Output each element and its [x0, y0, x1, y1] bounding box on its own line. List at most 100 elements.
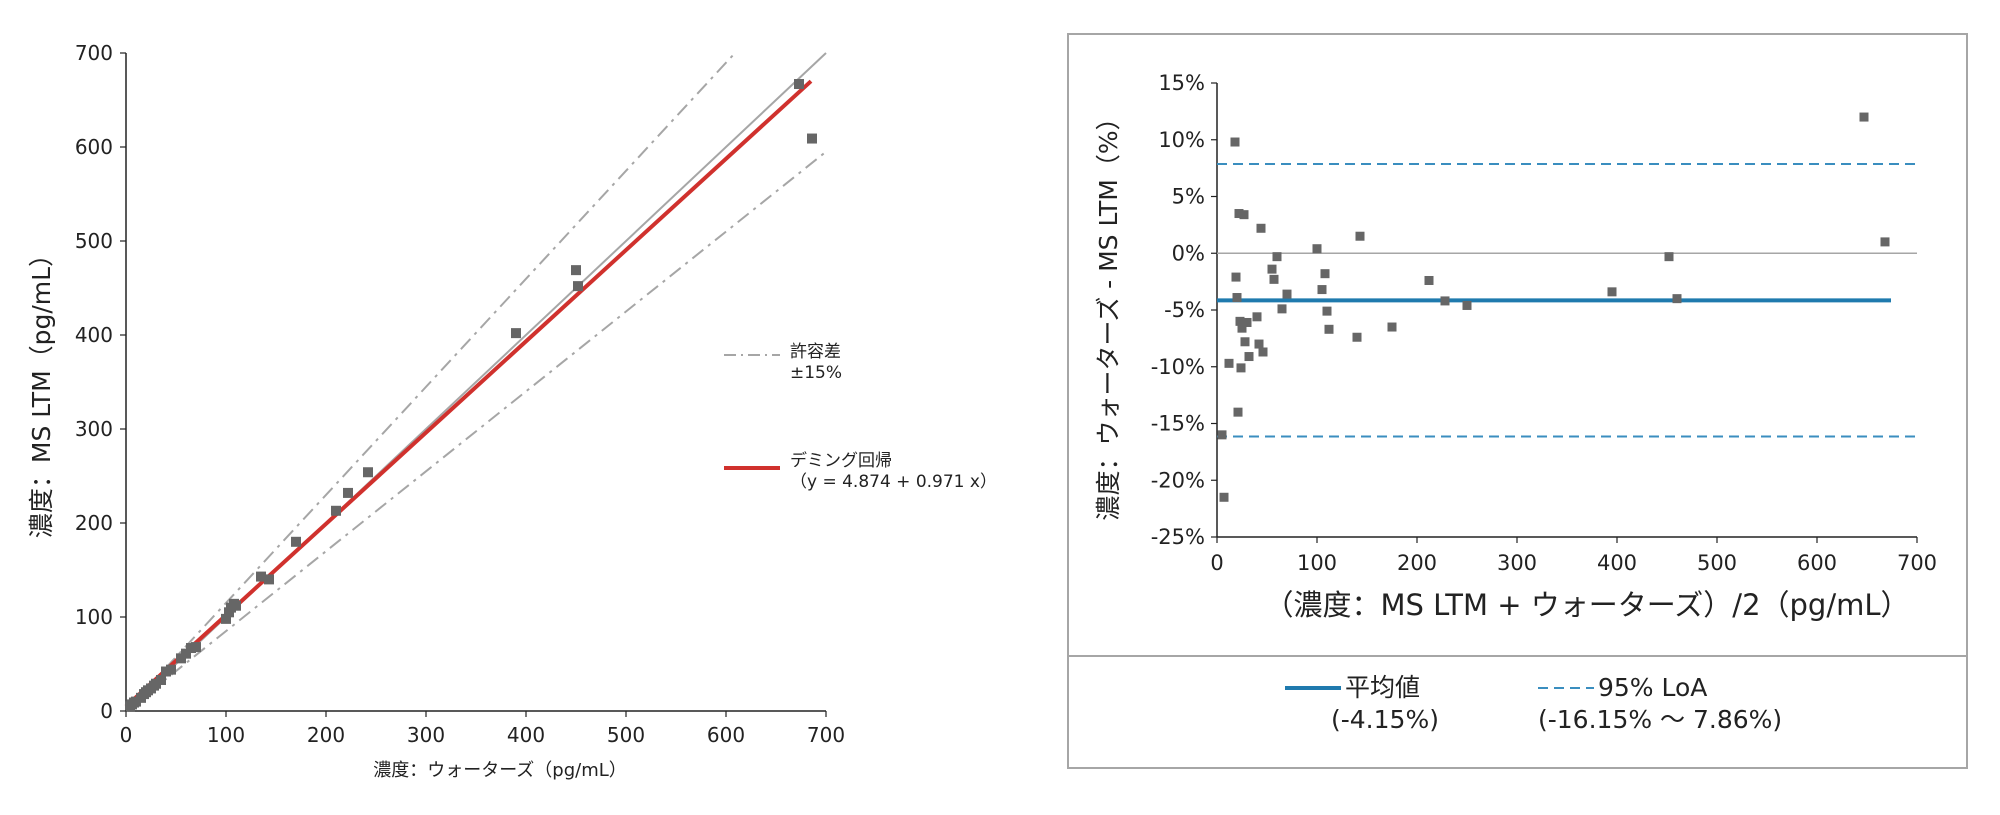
- chart2-legend-loa: 95% LoA (-16.15% 〜 7.86%): [1538, 672, 1782, 736]
- chart1-x-tick-label: 100: [207, 723, 245, 747]
- regression-legend-equation: （y = 4.874 + 0.971 x）: [790, 472, 997, 492]
- chart2-data-point: [1462, 300, 1472, 310]
- chart1-data-point: [231, 600, 241, 611]
- chart1-points: [125, 79, 817, 712]
- chart2-data-point: [1235, 316, 1245, 326]
- chart1-data-point: [343, 487, 353, 498]
- chart2-data-point: [1267, 264, 1277, 274]
- chart2-y-tick-label: -15%: [1151, 412, 1205, 436]
- chart2-points: [1217, 112, 1890, 502]
- chart1-data-point: [363, 467, 373, 478]
- mean-legend-swatch: [1285, 686, 1341, 690]
- chart2-data-point: [1424, 275, 1434, 285]
- chart1-data-point: [166, 664, 176, 675]
- legend-separator: [1069, 655, 1966, 657]
- chart1-ticks: 0 100 200 300 400 500 600 700 0 100 200 300 400 500 60…: [75, 41, 845, 747]
- regression-legend-swatch: [724, 466, 780, 470]
- chart2-data-point: [1664, 252, 1674, 262]
- chart1-data-point: [331, 505, 341, 516]
- chart2-x-tick-label: 200: [1397, 551, 1437, 575]
- tolerance-legend-label: 許容差: [790, 342, 841, 362]
- chart2-y-axis-label: 濃度：ウォーターズ - MS LTM（%）: [1094, 105, 1123, 520]
- chart2-data-point: [1355, 231, 1365, 241]
- chart1-data-point: [511, 328, 521, 339]
- chart2-x-tick-label: 100: [1297, 551, 1337, 575]
- mean-legend-value: (-4.15%): [1331, 705, 1439, 734]
- chart2-y-tick-label: -20%: [1151, 468, 1205, 492]
- loa-legend-label: 95% LoA: [1598, 673, 1708, 702]
- bland-altman-chart: 0 100 200 300 400 500 600 700 -25% -20% -15% -10% -5…: [1094, 71, 1937, 622]
- chart1-x-tick-label: 300: [407, 723, 445, 747]
- chart1-x-tick-label: 400: [507, 723, 545, 747]
- chart2-data-point: [1312, 244, 1322, 254]
- chart1-data-point: [256, 571, 266, 582]
- chart1-x-axis-label: 濃度：ウォーターズ（pg/mL）: [373, 760, 627, 781]
- chart2-y-tick-label: 5%: [1172, 185, 1205, 209]
- chart1-y-axis-label: 濃度：MS LTM（pg/mL）: [27, 242, 56, 538]
- chart2-data-point: [1352, 332, 1362, 342]
- chart1-axes: [125, 53, 826, 712]
- chart2-ticks: 0 100 200 300 400 500 600 700 -25% -20% -15% -10% -5…: [1151, 71, 1937, 575]
- chart2-data-point: [1320, 269, 1330, 279]
- chart2-data-point: [1880, 237, 1890, 247]
- chart2-data-point: [1231, 272, 1241, 282]
- chart1-y-tick-label: 300: [75, 417, 113, 441]
- chart2-lines: [1217, 163, 1917, 438]
- mean-legend-label: 平均値: [1345, 673, 1421, 702]
- chart1-y-tick-label: 100: [75, 605, 113, 629]
- chart1-data-point: [571, 265, 581, 276]
- chart2-y-tick-label: -25%: [1151, 525, 1205, 549]
- chart1-x-tick-label: 200: [307, 723, 345, 747]
- chart1-x-tick-label: 700: [807, 723, 845, 747]
- chart1-y-tick-label: 500: [75, 229, 113, 253]
- chart2-data-point: [1217, 430, 1227, 440]
- chart2-data-point: [1240, 337, 1250, 347]
- chart1-x-tick-label: 0: [120, 723, 133, 747]
- chart1-y-tick-label: 0: [100, 699, 113, 723]
- chart2-data-point: [1252, 312, 1262, 322]
- chart1-y-tick-label: 600: [75, 135, 113, 159]
- chart2-data-point: [1244, 352, 1254, 362]
- chart2-data-point: [1258, 347, 1268, 357]
- chart2-y-tick-label: 10%: [1158, 128, 1205, 152]
- chart2-data-point: [1324, 324, 1334, 334]
- chart2-data-point: [1859, 112, 1869, 122]
- loa-legend-value: (-16.15% 〜 7.86%): [1538, 705, 1783, 734]
- chart1-data-point: [264, 574, 274, 585]
- chart1-x-tick-label: 600: [707, 723, 745, 747]
- chart2-data-point: [1387, 322, 1397, 332]
- chart2-x-tick-label: 0: [1210, 551, 1223, 575]
- chart1-y-tick-label: 700: [75, 41, 113, 65]
- chart2-axes: [1216, 83, 1917, 538]
- chart2-data-point: [1269, 274, 1279, 284]
- chart1-data-point: [191, 642, 201, 653]
- chart2-x-tick-label: 400: [1597, 551, 1637, 575]
- loa-legend-swatch: [1538, 687, 1594, 689]
- regression-legend-label: デミング回帰: [790, 451, 892, 471]
- chart2-x-tick-label: 500: [1697, 551, 1737, 575]
- chart2-y-tick-label: 15%: [1158, 71, 1205, 95]
- tolerance-lower-line: [125, 150, 827, 712]
- chart2-data-point: [1317, 285, 1327, 295]
- chart2-data-point: [1272, 252, 1282, 262]
- chart2-y-tick-label: 0%: [1172, 241, 1205, 265]
- tolerance-legend-swatch: [724, 354, 780, 356]
- chart2-data-point: [1256, 223, 1266, 233]
- tolerance-upper-line: [125, 52, 736, 712]
- chart2-data-point: [1239, 210, 1249, 220]
- chart2-data-point: [1234, 209, 1244, 219]
- chart2-x-tick-label: 300: [1497, 551, 1537, 575]
- chart2-data-point: [1322, 306, 1332, 316]
- chart1-y-tick-label: 200: [75, 511, 113, 535]
- chart2-x-tick-label: 700: [1897, 551, 1937, 575]
- chart2-data-point: [1440, 296, 1450, 306]
- chart2-data-point: [1277, 304, 1287, 314]
- chart1-x-tick-label: 500: [607, 723, 645, 747]
- chart1-data-point: [291, 536, 301, 547]
- chart2-data-point: [1282, 289, 1292, 299]
- chart1-data-point: [156, 674, 166, 685]
- chart2-x-axis-label: （濃度：MS LTM + ウォーターズ）/2（pg/mL）: [1264, 588, 1909, 622]
- chart1-legend-regression: デミング回帰 （y = 4.874 + 0.971 x）: [722, 451, 997, 493]
- chart1-data-point: [807, 133, 817, 144]
- chart2-y-tick-label: -10%: [1151, 355, 1205, 379]
